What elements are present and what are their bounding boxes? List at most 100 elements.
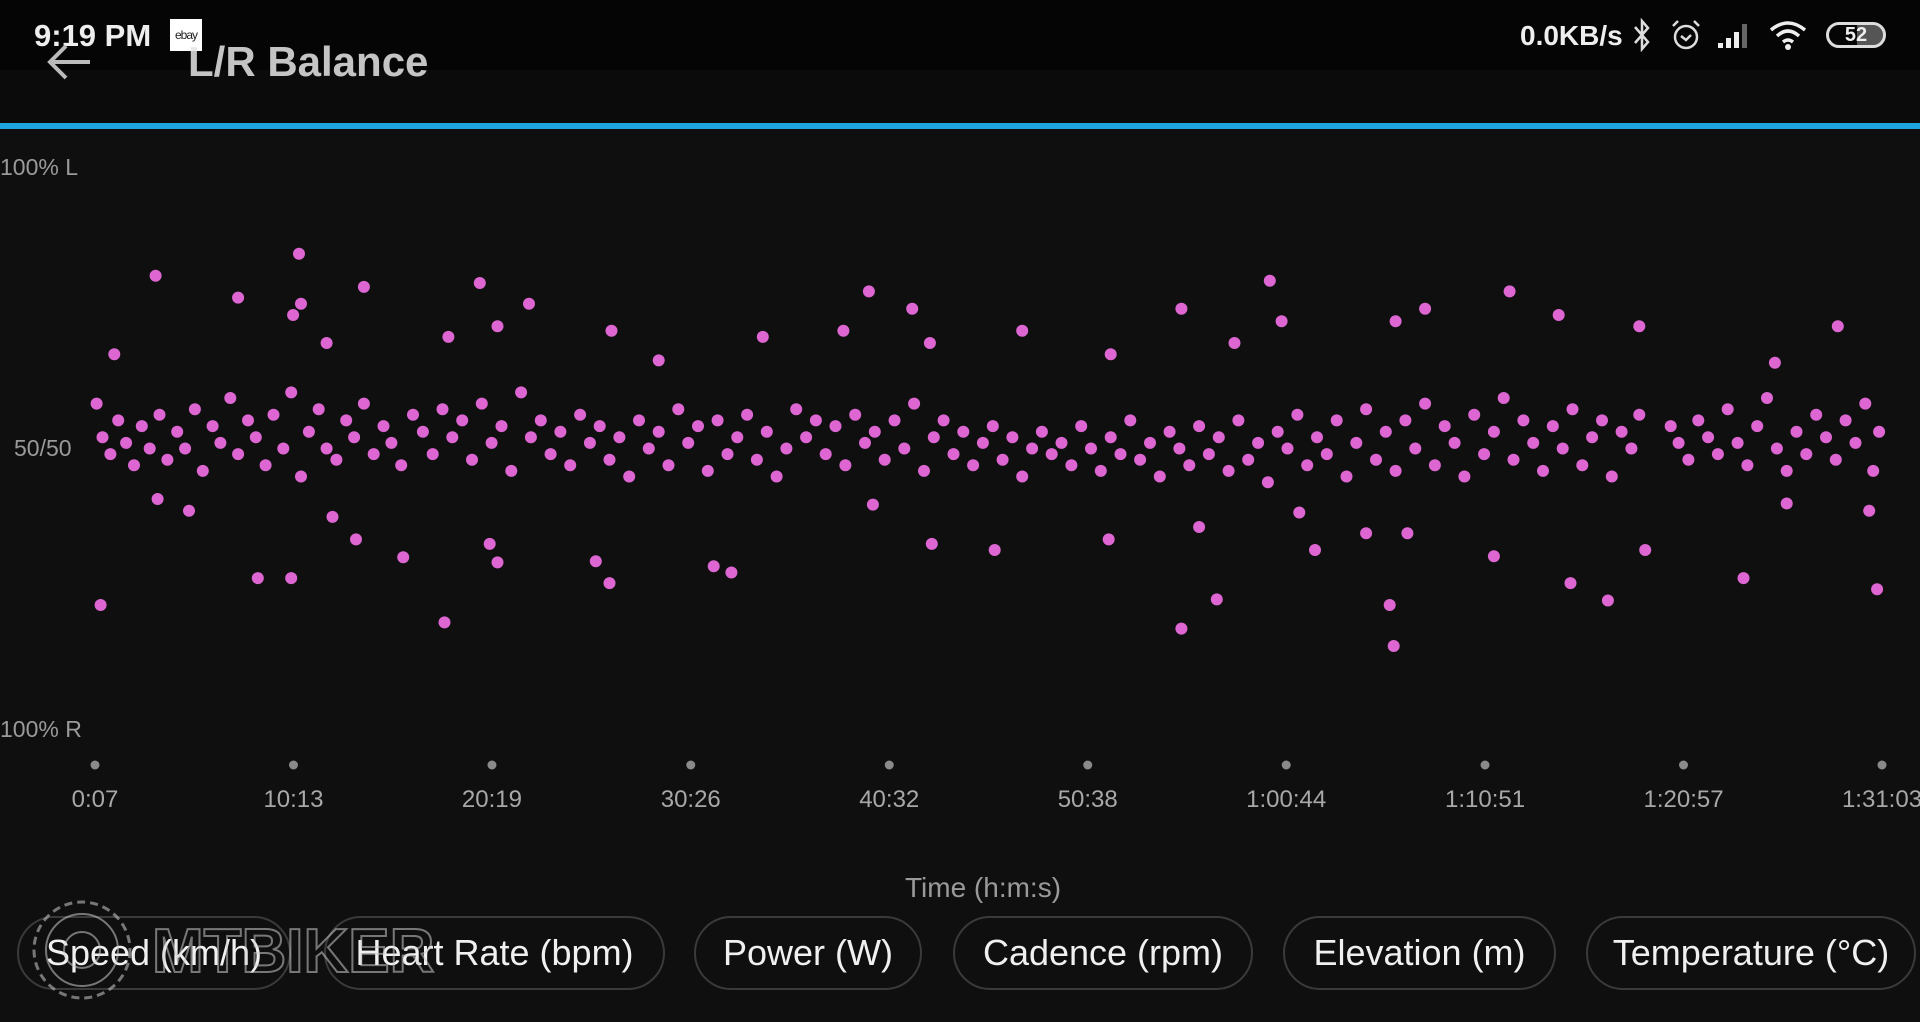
data-point xyxy=(1601,594,1614,607)
data-point xyxy=(1409,442,1422,455)
data-point xyxy=(112,414,125,427)
data-point xyxy=(1006,431,1019,444)
data-point xyxy=(196,464,209,477)
data-point xyxy=(800,431,813,444)
data-point xyxy=(1428,459,1441,472)
data-point xyxy=(397,551,410,564)
data-point xyxy=(593,420,606,433)
data-point xyxy=(583,436,596,449)
data-point xyxy=(1487,550,1500,563)
data-point xyxy=(1104,431,1117,444)
data-point xyxy=(1527,436,1540,449)
data-point xyxy=(731,431,744,444)
data-point xyxy=(918,464,930,477)
data-point xyxy=(1320,448,1333,461)
data-point xyxy=(1633,408,1646,421)
data-point xyxy=(1831,320,1844,333)
data-point xyxy=(357,397,370,410)
data-point xyxy=(1537,464,1549,477)
data-point xyxy=(267,408,280,421)
data-point xyxy=(1232,414,1245,427)
data-point xyxy=(603,453,616,466)
data-point xyxy=(996,453,1009,466)
data-point xyxy=(1448,436,1461,449)
x-tick-label: 50:38 xyxy=(1057,786,1118,813)
data-point xyxy=(725,566,738,579)
data-point xyxy=(436,403,449,416)
temperature-metric-button[interactable]: Temperature (°C) xyxy=(1586,916,1916,990)
data-point xyxy=(416,425,429,438)
data-point xyxy=(1134,453,1147,466)
data-point xyxy=(143,442,156,455)
data-point xyxy=(1517,414,1530,427)
data-point xyxy=(927,431,940,444)
x-tick-label: 0:07 xyxy=(71,786,119,813)
data-point xyxy=(780,442,793,455)
data-point xyxy=(1094,464,1107,477)
x-tick-mark xyxy=(1281,760,1291,770)
data-point xyxy=(1770,442,1783,455)
cadence-metric-button[interactable]: Cadence (rpm) xyxy=(953,916,1253,990)
x-tick-label: 1:10:51 xyxy=(1444,786,1526,813)
wifi-icon xyxy=(1769,21,1807,50)
data-point xyxy=(642,442,655,455)
data-point xyxy=(1242,453,1255,466)
arrow-left-icon[interactable] xyxy=(44,42,94,82)
data-point xyxy=(1497,392,1510,404)
data-point xyxy=(1780,464,1793,477)
data-point xyxy=(1360,403,1373,416)
data-point xyxy=(287,309,300,321)
data-point xyxy=(1389,464,1402,477)
data-point xyxy=(957,425,970,438)
data-point xyxy=(1085,442,1097,455)
x-tick-label: 1:00:44 xyxy=(1246,786,1327,813)
data-point xyxy=(108,348,121,361)
heart-rate-metric-button[interactable]: Heart Rate (bpm) xyxy=(324,916,665,990)
data-point xyxy=(1124,414,1137,427)
data-point xyxy=(1751,420,1764,433)
data-point xyxy=(1291,408,1304,421)
data-point xyxy=(348,431,361,444)
data-point xyxy=(1721,403,1734,416)
data-point xyxy=(534,414,547,427)
data-point xyxy=(104,448,117,461)
data-point xyxy=(1293,506,1306,519)
data-point xyxy=(96,431,109,444)
elevation-metric-button[interactable]: Elevation (m) xyxy=(1283,916,1556,990)
page-title: L/R Balance xyxy=(188,38,429,85)
accent-divider xyxy=(0,123,1920,129)
data-point xyxy=(1175,622,1188,635)
x-tick-mark xyxy=(487,760,497,770)
data-point xyxy=(859,436,871,449)
data-point xyxy=(232,291,245,304)
data-point xyxy=(849,408,862,421)
x-tick-label: 10:13 xyxy=(263,786,324,813)
x-tick-label: 40:32 xyxy=(859,786,920,813)
data-point xyxy=(1309,544,1321,556)
data-point xyxy=(711,414,724,427)
data-point xyxy=(1761,392,1773,404)
data-point xyxy=(1193,521,1206,533)
data-point xyxy=(1419,397,1432,410)
data-point xyxy=(1867,464,1880,477)
data-point xyxy=(1210,593,1223,606)
data-point xyxy=(224,392,237,404)
data-point xyxy=(285,572,298,585)
data-point xyxy=(1301,459,1314,472)
data-point xyxy=(868,425,881,438)
speed-metric-button[interactable]: Speed (km/h) xyxy=(17,916,291,990)
x-axis-title: Time (h:m:s) xyxy=(904,872,1062,903)
data-point xyxy=(1664,420,1677,433)
data-point xyxy=(495,420,508,433)
data-point xyxy=(206,420,219,433)
data-point xyxy=(906,302,919,315)
x-tick-label: 30:26 xyxy=(660,786,721,813)
power-metric-button[interactable]: Power (W) xyxy=(694,916,922,990)
bluetooth-icon xyxy=(1634,18,1650,52)
data-point xyxy=(1144,436,1156,449)
data-point xyxy=(652,354,665,367)
data-point xyxy=(1330,414,1343,427)
data-point xyxy=(1193,420,1206,433)
data-point xyxy=(1252,436,1265,449)
